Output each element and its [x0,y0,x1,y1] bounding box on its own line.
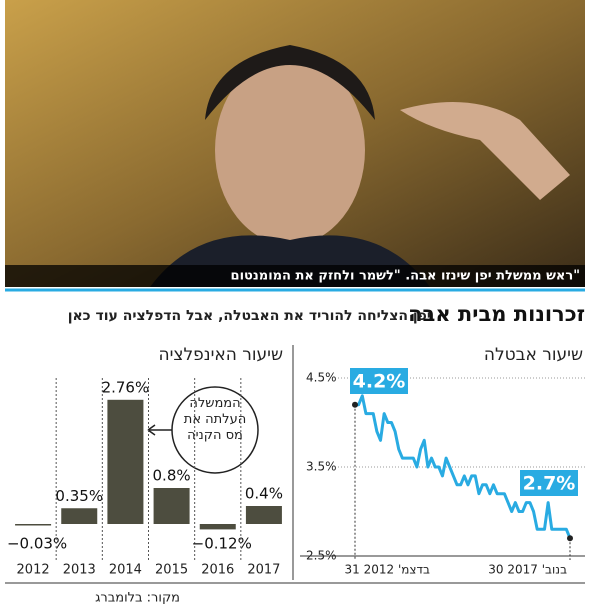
end-dot [352,401,358,408]
title: זכרונות מבית אבה [408,302,585,326]
x-tick-label: 2015 [155,563,188,578]
label-box [520,470,578,496]
annotation: הממשלה העלתה את מס הקניה [183,396,247,443]
chart-title: שיעור אבטלה [484,345,583,365]
data-label: 0.35% [55,487,103,505]
caption-bar [5,265,585,287]
y-tick-label: 4.5% [306,371,337,385]
x-tick-label: 2013 [63,563,96,578]
data-label: −0.03% [7,535,67,553]
y-tick-label: 3.5% [306,460,337,474]
bar [199,524,236,530]
bar [15,524,52,526]
x-tick-label: 2012 [17,563,50,578]
data-label: 4.2% [353,371,406,393]
label-box [350,368,408,394]
bar [153,488,190,524]
x-tick-label: 31 בדצמ' 2012 [344,563,430,577]
data-label: 0.8% [153,467,191,485]
photo-hand [400,102,570,200]
data-label: 2.76% [102,378,150,396]
x-tick-label: 2014 [109,563,142,578]
x-tick-label: 2017 [247,563,280,578]
chart-title: שיעור האינפלציה [159,345,283,365]
photo-caption: ראש ממשלת יפן שינזו אבה. "לשמר ולחזק את … [231,269,580,284]
photo-hair [205,45,375,120]
bar [245,506,282,524]
line [355,394,572,539]
bar [61,508,98,524]
source: מקור: בלומברג [95,591,180,605]
annotation-arrowhead [147,424,156,436]
data-label: −0.12% [192,535,252,553]
data-label: 0.4% [245,485,283,503]
photo-face [215,55,365,245]
end-dot [567,535,573,542]
subtitle: יפן הצליחה להוריד את האבטלה, אבל הדפלציה… [68,308,431,324]
data-label: 2.7% [523,473,576,495]
bar [107,399,144,524]
x-tick-label: 30 בנוב' 2017 [488,563,567,577]
x-tick-label: 2016 [201,563,234,578]
